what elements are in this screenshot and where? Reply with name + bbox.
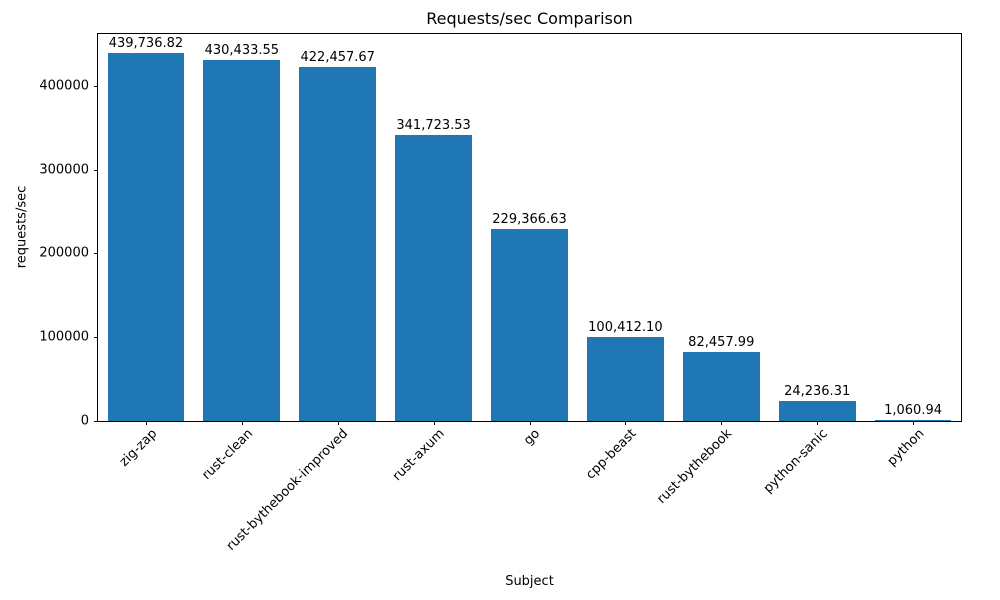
bar-value-label: 24,236.31 xyxy=(784,384,851,399)
x-tick-mark xyxy=(721,421,723,425)
bar-python xyxy=(874,420,952,421)
bar-cpp-beast xyxy=(587,337,664,421)
bar-value-label: 100,412.10 xyxy=(588,320,663,335)
bar-rust-bythebook-improved xyxy=(299,67,377,421)
y-tick-label: 0 xyxy=(80,413,89,429)
bar-value-label: 82,457.99 xyxy=(688,335,755,350)
bar-value-label: 341,723.53 xyxy=(396,118,471,133)
bar-rust-bythebook xyxy=(682,352,760,421)
bar-rust-axum xyxy=(395,135,472,421)
y-tick-mark xyxy=(94,169,98,171)
x-tick-label-go: go xyxy=(521,426,544,449)
bar-go xyxy=(491,229,568,421)
x-tick-mark xyxy=(817,421,819,425)
x-tick-mark xyxy=(529,421,531,425)
x-tick-mark xyxy=(625,421,627,425)
bar-python-sanic xyxy=(778,401,856,421)
bar-value-label: 229,366.63 xyxy=(492,212,567,227)
y-tick-label: 300000 xyxy=(39,162,89,178)
bar-value-label: 1,060.94 xyxy=(884,403,942,418)
x-tick-mark xyxy=(241,421,243,425)
y-tick-label: 100000 xyxy=(39,329,89,345)
bar-zig-zap xyxy=(107,53,185,421)
chart-title: Requests/sec Comparison xyxy=(426,9,633,28)
x-tick-label-python: python xyxy=(884,426,927,470)
plot-area: 0 100000 200000 300000 400000 439,736.82 zig-z… xyxy=(39,33,962,554)
x-axis-label: Subject xyxy=(505,574,554,589)
x-tick-label-rust-bythebook: rust-bythebook xyxy=(654,426,736,507)
y-tick-label: 200000 xyxy=(39,245,89,261)
x-tick-label-cpp-beast: cpp-beast xyxy=(583,426,640,483)
bar-rust-clean xyxy=(203,60,281,421)
x-tick-mark xyxy=(145,421,147,425)
y-tick-mark xyxy=(94,337,98,339)
x-tick-mark xyxy=(913,421,915,425)
y-tick-mark xyxy=(94,253,98,255)
x-tick-label-zig-zap: zig-zap xyxy=(116,426,160,470)
y-tick-label: 400000 xyxy=(39,78,89,94)
y-tick-mark xyxy=(94,85,98,87)
x-tick-label-python-sanic: python-sanic xyxy=(761,426,832,497)
x-tick-mark xyxy=(433,421,435,425)
bar-value-label: 439,736.82 xyxy=(108,36,184,51)
x-tick-label-rust-axum: rust-axum xyxy=(389,426,448,485)
bar-value-label: 422,457.67 xyxy=(300,50,375,65)
x-tick-label-rust-clean: rust-clean xyxy=(199,426,256,483)
y-tick-mark xyxy=(94,421,98,422)
y-axis-label: requests/sec xyxy=(14,185,30,269)
bar-value-label: 430,433.55 xyxy=(204,43,280,58)
x-tick-mark xyxy=(337,421,339,425)
